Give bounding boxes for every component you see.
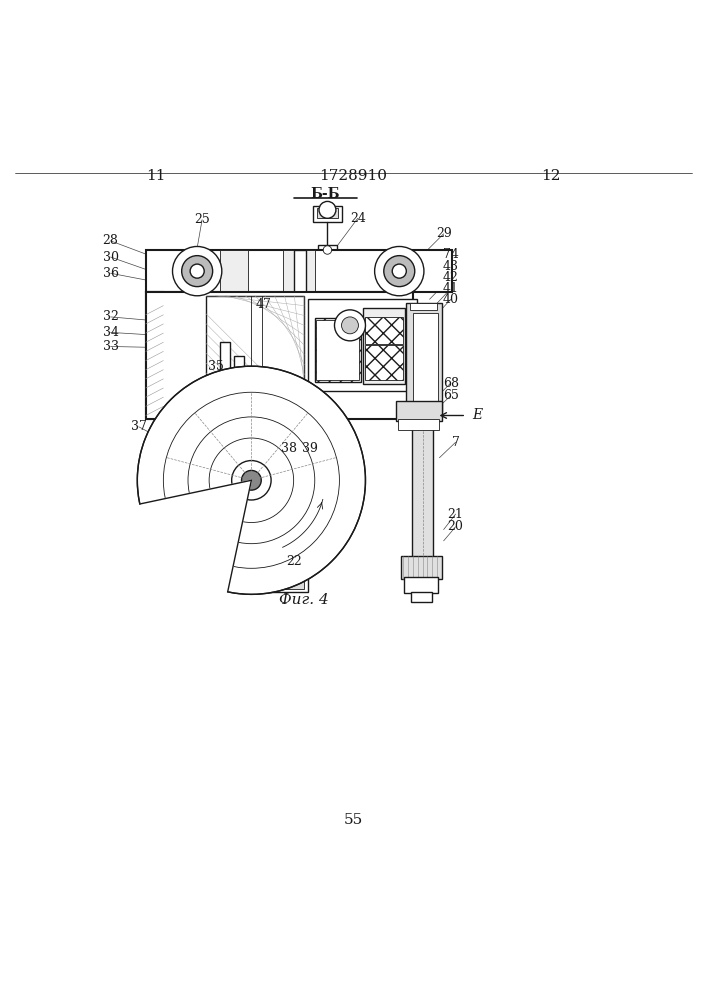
Text: 40: 40 <box>443 293 459 306</box>
Bar <box>396 401 442 421</box>
Bar <box>365 345 403 380</box>
Text: 33: 33 <box>103 340 119 353</box>
Bar <box>206 296 304 412</box>
Text: 28: 28 <box>103 234 119 247</box>
Text: 68: 68 <box>443 377 459 390</box>
Bar <box>313 206 341 222</box>
Text: Б-Б: Б-Б <box>310 187 340 201</box>
Text: 39: 39 <box>302 442 317 455</box>
Circle shape <box>392 264 407 278</box>
Bar <box>365 317 403 344</box>
Bar <box>146 292 414 419</box>
Text: 20: 20 <box>448 520 464 533</box>
Circle shape <box>334 310 366 341</box>
Text: 12: 12 <box>541 169 561 183</box>
Bar <box>220 250 248 292</box>
Bar <box>317 208 338 218</box>
Bar <box>315 318 361 382</box>
Bar <box>234 356 245 419</box>
Text: 21: 21 <box>448 508 464 521</box>
Bar <box>146 292 163 419</box>
Text: +: + <box>276 569 286 582</box>
Circle shape <box>163 392 339 568</box>
Circle shape <box>375 246 424 296</box>
Text: 36: 36 <box>103 267 119 280</box>
Bar <box>407 303 442 412</box>
Text: 25: 25 <box>194 213 210 226</box>
Text: 32: 32 <box>103 310 119 323</box>
Text: 41: 41 <box>443 282 459 295</box>
Bar <box>412 408 433 577</box>
Bar <box>283 250 315 292</box>
Circle shape <box>341 317 358 334</box>
Text: 74: 74 <box>443 248 459 261</box>
Circle shape <box>137 366 366 594</box>
Text: Фиг. 4: Фиг. 4 <box>279 593 329 607</box>
Bar <box>363 308 405 384</box>
Text: 1728910: 1728910 <box>320 169 387 183</box>
Text: 47: 47 <box>255 298 271 311</box>
Text: 37: 37 <box>131 420 146 433</box>
Bar <box>146 250 452 292</box>
Text: 55: 55 <box>344 813 363 827</box>
Circle shape <box>173 246 222 296</box>
Bar <box>220 342 230 419</box>
Bar <box>398 419 439 430</box>
Wedge shape <box>140 480 252 592</box>
Text: 24: 24 <box>350 212 366 225</box>
Wedge shape <box>136 480 252 595</box>
Text: 34: 34 <box>103 326 119 339</box>
Bar <box>316 320 359 380</box>
Text: 29: 29 <box>436 227 452 240</box>
Circle shape <box>188 417 315 544</box>
Bar <box>414 313 438 405</box>
Circle shape <box>323 246 332 254</box>
Bar <box>259 562 304 589</box>
Text: 30: 30 <box>103 251 119 264</box>
Text: 42: 42 <box>443 271 459 284</box>
Circle shape <box>209 438 293 523</box>
Circle shape <box>384 256 415 287</box>
Bar <box>308 299 417 391</box>
Text: 38: 38 <box>281 442 297 455</box>
Bar <box>402 556 443 579</box>
Text: 35: 35 <box>209 360 224 373</box>
Circle shape <box>182 256 213 287</box>
Text: 22: 22 <box>286 555 301 568</box>
Bar <box>245 378 252 410</box>
Circle shape <box>232 461 271 500</box>
Text: 65: 65 <box>443 389 459 402</box>
Bar <box>404 577 438 593</box>
Bar <box>411 592 433 602</box>
Bar <box>410 303 437 310</box>
Text: 11: 11 <box>146 169 166 183</box>
Bar <box>255 558 308 592</box>
Bar <box>318 245 337 255</box>
Circle shape <box>190 264 204 278</box>
Bar <box>293 250 306 320</box>
Text: 7: 7 <box>452 436 460 449</box>
Text: E: E <box>472 408 482 422</box>
Bar <box>410 408 437 415</box>
Text: 43: 43 <box>443 260 459 273</box>
Circle shape <box>242 470 262 490</box>
Circle shape <box>319 201 336 218</box>
